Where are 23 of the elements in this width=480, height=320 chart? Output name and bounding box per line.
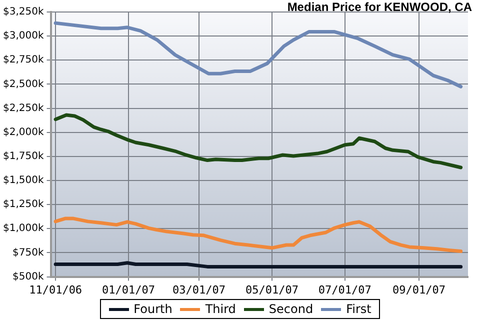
x-tick-label: 03/01/07 <box>172 283 226 296</box>
legend-label: First <box>345 302 372 316</box>
chart-title: Median Price for KENWOOD, CA <box>287 0 472 14</box>
y-tick-label: $3,000k <box>3 30 44 42</box>
y-tick-label: $3,250k <box>3 6 44 18</box>
y-tick-label: $1,000k <box>3 223 44 234</box>
y-tick-label: $750k <box>12 247 44 258</box>
y-tick-label: $2,250k <box>3 102 44 114</box>
y-tick-label: $2,750k <box>3 54 44 66</box>
x-tick-label: 11/01/06 <box>29 283 82 296</box>
legend-label: Fourth <box>132 302 172 316</box>
x-tick-label: 05/01/07 <box>245 283 298 296</box>
y-tick-label: $1,750k <box>3 151 44 162</box>
y-tick-label: $2,500k <box>3 78 44 90</box>
legend-label: Second <box>268 302 314 316</box>
y-tick-label: $1,250k <box>3 199 44 210</box>
x-tick-label: 09/01/07 <box>392 283 446 296</box>
y-tick-label: $1,500k <box>3 175 44 186</box>
legend-label: Third <box>204 302 236 316</box>
y-tick-label: $500k <box>12 271 44 282</box>
x-tick-label: 01/01/07 <box>102 283 155 296</box>
y-tick-label: $2,000k <box>3 126 44 138</box>
x-tick-label: 07/01/07 <box>318 283 372 296</box>
